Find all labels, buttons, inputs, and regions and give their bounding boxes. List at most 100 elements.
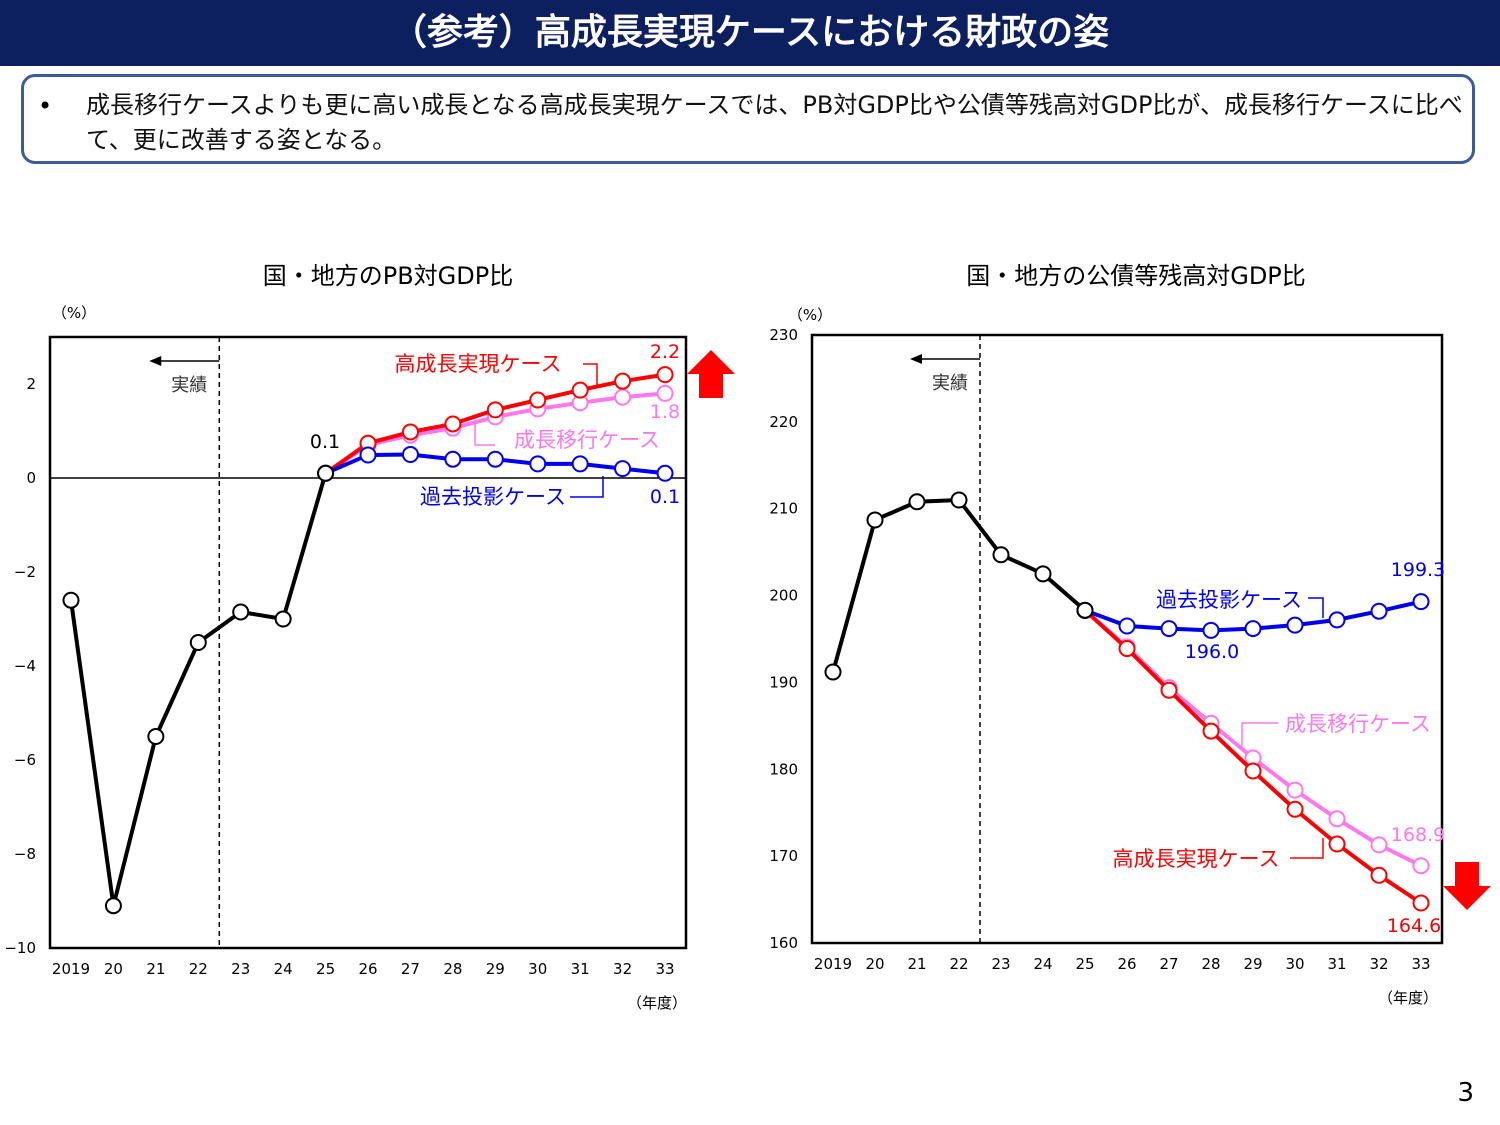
data-point: [908, 493, 926, 511]
data-point: [1202, 722, 1220, 740]
y-tick-label: 2: [26, 375, 36, 393]
y-tick-label: 190: [769, 673, 798, 691]
data-point: [571, 455, 589, 473]
data-label: 2.2: [650, 341, 680, 363]
data-point: [1286, 781, 1304, 799]
data-point: [1076, 601, 1094, 619]
data-label: 0.1: [650, 486, 680, 508]
data-label: 164.6: [1387, 915, 1441, 937]
data-label: 0.1: [310, 431, 340, 453]
data-point: [1370, 836, 1388, 854]
x-tick-label: 29: [1243, 955, 1262, 973]
legend-label: 過去投影ケース: [420, 485, 566, 509]
data-point: [992, 546, 1010, 564]
x-tick-label: 24: [274, 960, 293, 978]
data-point: [1286, 616, 1304, 634]
x-tick-label: 21: [907, 955, 926, 973]
x-tick-label: 23: [991, 955, 1010, 973]
data-point: [486, 401, 504, 419]
x-tick-label: 24: [1033, 955, 1052, 973]
data-point: [1328, 611, 1346, 629]
page-header: （参考）高成長実現ケースにおける財政の姿: [0, 0, 1500, 66]
plot-frame: [810, 333, 1444, 945]
x-tick-label: 22: [949, 955, 968, 973]
x-tick-label: 26: [1117, 955, 1136, 973]
plot-frame: [48, 335, 688, 950]
data-point: [401, 446, 419, 463]
leader-line: [583, 363, 598, 386]
chart-title: 国・地方のPB対GDP比: [263, 262, 514, 290]
series-line-実績: [69, 472, 328, 907]
data-point: [1160, 620, 1178, 638]
data-point: [1328, 810, 1346, 828]
x-tick-label: 23: [231, 960, 250, 978]
data-point: [104, 897, 122, 915]
data-point: [1370, 866, 1388, 884]
x-tick-label: 31: [571, 960, 590, 978]
data-point: [317, 464, 335, 482]
data-point: [1286, 800, 1304, 818]
data-point: [486, 450, 504, 468]
data-point: [401, 423, 419, 441]
x-tick-label: 25: [1075, 955, 1094, 973]
data-point: [1118, 640, 1136, 658]
data-point: [189, 634, 207, 651]
data-point: [614, 460, 632, 478]
data-label: 1.8: [650, 401, 680, 423]
y-tick-label: −4: [14, 657, 36, 675]
data-point: [359, 446, 377, 464]
y-tick-label: −2: [14, 563, 36, 581]
data-point: [656, 366, 674, 384]
data-point: [571, 381, 589, 399]
x-tick-label: 32: [1369, 955, 1388, 973]
x-tick-label: 20: [865, 955, 884, 973]
legend-label: 成長移行ケース: [1285, 712, 1431, 736]
data-point: [62, 591, 80, 609]
x-tick-label: 2019: [52, 960, 90, 978]
legend-label: 成長移行ケース: [514, 428, 660, 452]
data-point: [656, 384, 674, 402]
y-tick-label: 230: [769, 326, 798, 344]
data-point: [1034, 565, 1052, 583]
x-tick-label: 30: [1285, 955, 1304, 973]
y-tick-label: 220: [769, 413, 798, 431]
legend-label: 過去投影ケース: [1156, 588, 1302, 612]
x-tick-label: 21: [146, 960, 165, 978]
x-axis-label: （年度）: [627, 994, 687, 1012]
data-label: 168.9: [1391, 824, 1445, 846]
data-point: [1370, 602, 1388, 620]
y-axis-label: （%）: [788, 306, 832, 324]
summary-text: 成長移行ケースよりも更に高い成長となる高成長実現ケースでは、PB対GDP比や公債…: [86, 91, 1463, 154]
data-point: [529, 391, 547, 409]
x-tick-label: 28: [1201, 955, 1220, 973]
y-tick-label: −10: [4, 939, 36, 957]
x-tick-label: 27: [1159, 955, 1178, 973]
up-arrow-icon: [687, 350, 735, 398]
data-label: 196.0: [1185, 641, 1239, 663]
y-tick-label: −8: [14, 845, 36, 863]
data-point: [444, 450, 462, 468]
leader-line: [1241, 722, 1278, 750]
y-tick-label: 0: [26, 469, 36, 487]
leader-line: [474, 423, 495, 446]
x-tick-label: 31: [1327, 955, 1346, 973]
x-tick-label: 29: [486, 960, 505, 978]
summary-bullet: •: [38, 92, 53, 120]
x-tick-label: 22: [189, 960, 208, 978]
data-point: [147, 728, 165, 745]
y-tick-label: 210: [769, 500, 798, 518]
x-tick-label: 25: [316, 960, 335, 978]
data-point: [1118, 617, 1136, 635]
actual-label: 実績: [171, 375, 207, 396]
data-point: [1202, 621, 1220, 639]
y-tick-label: 200: [769, 587, 798, 605]
data-point: [950, 491, 968, 509]
x-tick-label: 28: [443, 960, 462, 978]
chart-title: 国・地方の公債等残高対GDP比: [966, 262, 1306, 290]
summary-box: [21, 74, 1475, 164]
data-point: [824, 663, 842, 681]
data-point: [1328, 835, 1346, 853]
data-point: [444, 415, 462, 433]
data-point: [232, 603, 250, 621]
data-point: [529, 455, 547, 473]
